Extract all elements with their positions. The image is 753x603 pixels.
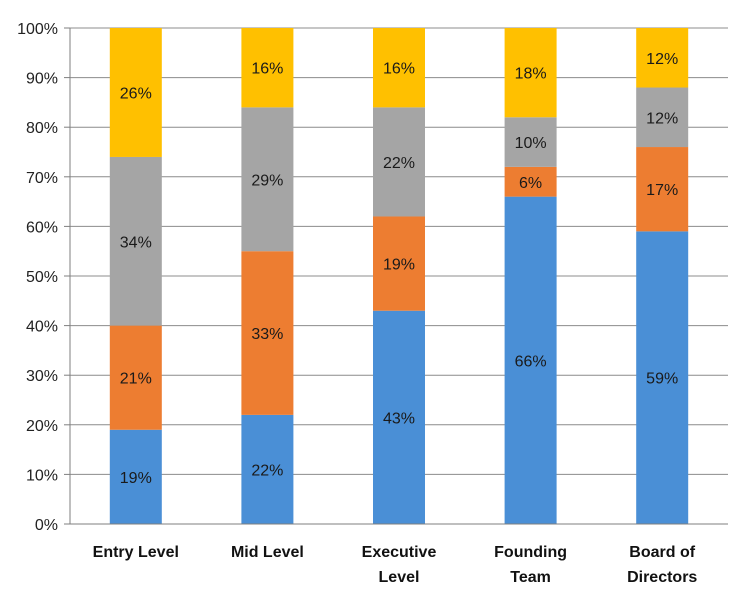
data-label: 33% <box>251 326 283 343</box>
data-label: 16% <box>251 61 283 78</box>
data-label: 21% <box>120 371 152 388</box>
bar-segment <box>109 28 162 157</box>
data-label: 26% <box>120 85 152 102</box>
data-label: 18% <box>515 66 547 83</box>
bar-segment <box>636 87 689 148</box>
bar-segment <box>241 414 294 524</box>
data-labels: 19% 21% 34% 26% 22% 33% 29% 16% 43% 19% 22% 16% 66% 6… <box>120 51 678 487</box>
y-tick-label: 30% <box>26 368 58 385</box>
bar-segment <box>504 166 557 197</box>
bar-segment <box>109 429 162 524</box>
data-label: 12% <box>646 51 678 68</box>
data-label: 43% <box>383 410 415 427</box>
bar-segment <box>373 216 425 311</box>
bar-segment <box>241 28 294 108</box>
y-tick-label: 60% <box>26 219 58 236</box>
x-tick-label: Executive Level <box>362 544 437 586</box>
y-tick-label: 20% <box>26 418 58 435</box>
data-label: 17% <box>646 182 678 199</box>
data-label: 34% <box>120 234 152 251</box>
data-label: 12% <box>646 110 678 127</box>
data-label: 19% <box>120 470 152 487</box>
x-tick-label: Board of Directors <box>627 544 697 586</box>
bar-segment <box>109 156 162 326</box>
y-tick-label: 70% <box>26 170 58 187</box>
data-label: 10% <box>515 135 547 152</box>
x-tick-label: Mid Level <box>231 544 304 561</box>
data-label: 22% <box>251 462 283 479</box>
data-label: 6% <box>519 175 542 192</box>
bar-segment <box>373 107 425 217</box>
bar-segment <box>636 231 689 525</box>
bar-segment <box>504 196 557 524</box>
bar-segment <box>241 107 294 252</box>
bar-segment <box>636 147 689 232</box>
x-tick-label: Founding Team <box>494 544 567 586</box>
bar-segment <box>109 325 162 430</box>
x-axis-labels: Entry Level Mid Level Executive Level Foundi… <box>93 544 698 586</box>
bar-segment <box>504 117 557 167</box>
y-tick-label: 80% <box>26 120 58 137</box>
bar-segment <box>241 251 294 415</box>
bar-segment <box>373 28 425 108</box>
bar-segment <box>636 28 689 88</box>
bar-segment <box>504 28 557 118</box>
data-label: 29% <box>251 172 283 189</box>
data-label: 19% <box>383 257 415 274</box>
y-tick-label: 40% <box>26 319 58 336</box>
y-tick-label: 90% <box>26 71 58 88</box>
data-label: 16% <box>383 61 415 78</box>
data-label: 66% <box>515 353 547 370</box>
bar-segment <box>373 310 425 524</box>
data-label: 59% <box>646 371 678 388</box>
data-label: 22% <box>383 155 415 172</box>
x-tick-label: Entry Level <box>93 544 179 561</box>
bars <box>109 28 689 525</box>
y-tick-label: 10% <box>26 467 58 484</box>
y-tick-label: 50% <box>26 269 58 286</box>
y-tick-label: 100% <box>17 21 58 38</box>
y-axis-ticks: 0% 10% 20% 30% 40% 50% 60% 70% 80% 90% 100% <box>17 21 70 534</box>
y-tick-label: 0% <box>35 517 58 534</box>
